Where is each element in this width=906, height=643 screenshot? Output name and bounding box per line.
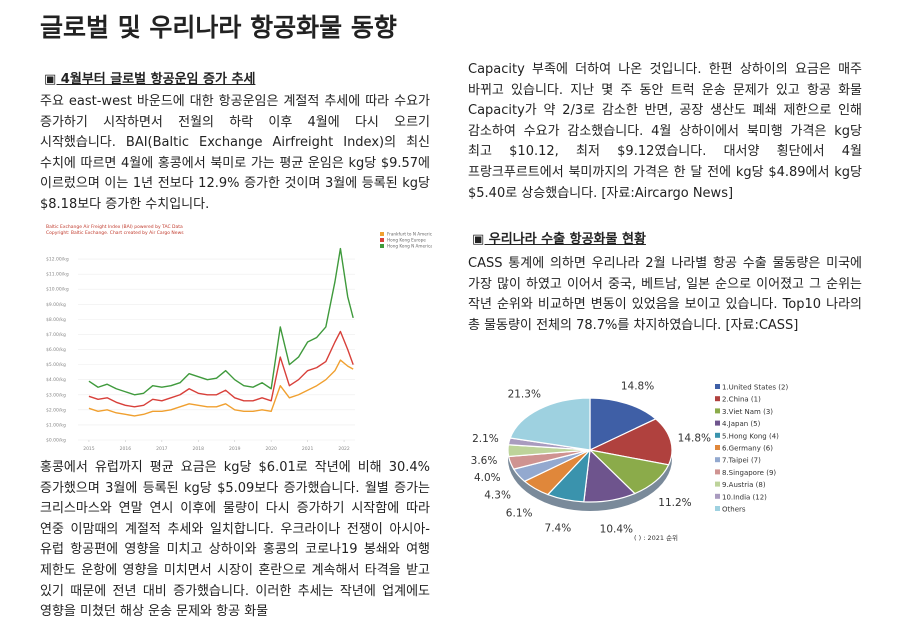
y-tick-label: $4.00/kg [46,377,66,383]
legend-swatch [715,384,720,389]
data-label: 4.0% [474,472,501,484]
legend-swatch [715,396,720,402]
data-label: 2.1% [472,433,499,445]
paragraph: Capacity 부족에 더하여 나온 것입니다. 한편 상하이의 요금은 매주… [468,62,862,201]
paragraph: CASS 통계에 의하면 우리나라 2월 나라별 항공 수출 물동량은 미국에 … [468,256,862,333]
legend-swatch [380,232,384,236]
legend-label: 4.Japan (5) [722,420,761,428]
y-tick-label: $10.00/kg [46,287,69,293]
legend-label: 8.Singapore (9) [722,469,776,477]
y-tick-label: $0.00/kg [46,438,66,444]
legend-swatch [380,238,384,242]
legend-label: 3.Viet Nam (3) [722,408,773,416]
line-series [88,359,354,417]
data-label: 10.4% [600,524,633,536]
legend-label: Hong Kong N America [387,244,432,249]
legend-label: 1.United States (2) [722,384,788,392]
legend-swatch [715,457,720,463]
data-label: 11.2% [658,497,691,509]
line-chart: Baltic Exchange Air Freight Index (BAI) … [46,224,432,452]
legend-swatch [715,469,720,475]
legend-label: Frankfurt to N America [387,232,432,237]
legend-label: 10.India (12) [722,493,767,501]
legend-swatch [715,481,720,487]
y-tick-label: $12.00/kg [46,257,69,263]
pie-slice [509,397,591,451]
legend-swatch [715,420,720,426]
y-tick-label: $6.00/kg [46,347,66,353]
legend-label: 9.Austria (8) [722,481,766,489]
paragraph: 주요 east-west 바운드에 대한 항공운임은 계절적 추세에 따라 수요… [40,94,430,212]
y-tick-label: $2.00/kg [46,407,66,413]
legend-swatch [715,408,720,414]
x-tick-label: 2022 [338,446,350,452]
legend-swatch [380,244,384,248]
chart-title: Baltic Exchange Air Freight Index (BAI) … [46,224,183,230]
data-label: 6.1% [506,508,533,520]
chart-note: ( ) : 2021 순위 [634,534,678,542]
y-tick-label: $11.00/kg [46,272,69,278]
y-tick-label: $8.00/kg [46,317,66,323]
data-label: 7.4% [545,523,572,535]
data-label: 4.3% [484,489,511,501]
legend-swatch [715,506,720,511]
x-tick-label: 2021 [302,446,314,452]
legend-label: Hong Kong Europe [387,238,426,243]
legend-swatch [715,432,720,438]
legend-label: 2.China (1) [722,396,761,404]
data-label: 21.3% [508,389,541,401]
data-label: 14.8% [621,381,654,393]
legend-swatch [715,445,720,450]
x-tick-label: 2020 [265,446,277,452]
chart-subtitle: Copyright: Baltic Exchange. Chart create… [46,230,184,236]
y-tick-label: $9.00/kg [46,302,66,308]
pie-chart: 14.8% 1.United States (2) 14.8% 2.China (1)… [471,381,789,542]
y-tick-label: $1.00/kg [46,422,66,428]
legend-label: 7.Taipei (7) [722,457,761,465]
legend-swatch [715,493,720,499]
x-tick-label: 2015 [83,446,95,452]
x-tick-label: 2018 [193,446,205,452]
y-tick-label: $5.00/kg [46,362,66,368]
paragraph: 홍콩에서 유럽까지 평균 요금은 kg당 $6.01로 작년에 비해 30.4%… [40,460,430,620]
pie-slice [589,397,657,451]
line-series [88,247,354,396]
y-tick-label: $3.00/kg [46,392,66,398]
x-tick-label: 2017 [156,446,168,452]
x-tick-label: 2016 [120,446,132,452]
legend-label: 6.Germany (6) [722,445,773,453]
line-series [88,330,354,408]
legend-label: Others [722,506,746,514]
x-tick-label: 2019 [229,446,241,452]
data-label: 14.8% [678,432,711,444]
data-label: 3.6% [471,455,498,467]
y-tick-label: $7.00/kg [46,332,66,338]
title: 글로벌 및 우리나라 항공화물 동향 [40,13,397,42]
section-heading: ▣ 4월부터 글로벌 항공운임 증가 추세 [44,72,256,87]
section-heading: ▣ 우리나라 수출 항공화물 현황 [472,232,646,247]
legend-label: 5.Hong Kong (4) [722,432,779,440]
